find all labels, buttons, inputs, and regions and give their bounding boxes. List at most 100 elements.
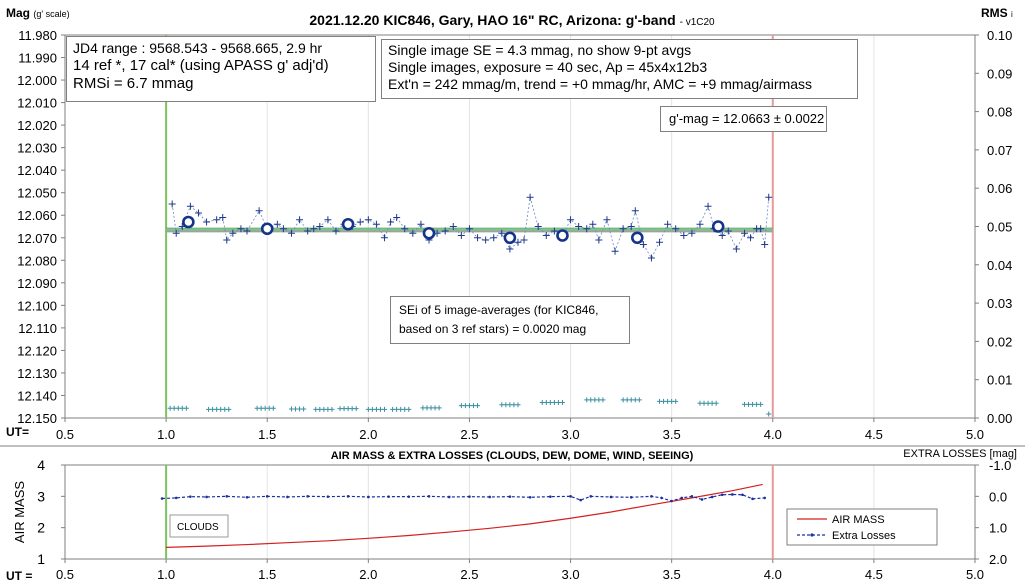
bottom-y2-tick-label: 1.0 bbox=[989, 521, 1007, 536]
top-y2-tick-label: 0.05 bbox=[987, 220, 1012, 235]
extra-losses-point bbox=[367, 495, 370, 499]
single-image-point bbox=[203, 218, 211, 226]
single-image-point bbox=[506, 245, 514, 253]
bottom-chart-title: AIR MASS & EXTRA LOSSES (CLOUDS, DEW, DO… bbox=[331, 450, 694, 462]
single-image-point bbox=[567, 216, 575, 224]
bottom-range-lines bbox=[165, 465, 774, 559]
single-image-point bbox=[441, 227, 449, 235]
single-image-point bbox=[732, 245, 740, 253]
top-y-tick-label: 12.090 bbox=[17, 276, 57, 291]
rms-point bbox=[515, 402, 521, 408]
bottom-x-tick-label: 3.0 bbox=[562, 567, 580, 582]
extra-losses-point bbox=[326, 495, 330, 498]
single-image-point bbox=[186, 202, 194, 210]
rms-point bbox=[600, 397, 606, 403]
single-image-point bbox=[401, 225, 409, 233]
top-y2-tick-label: 0.09 bbox=[987, 66, 1012, 81]
extra-losses-point bbox=[763, 496, 766, 500]
top-y-tick-label: 12.150 bbox=[17, 411, 57, 426]
bottom-x-axis-label: UT = bbox=[6, 569, 32, 583]
single-image-point bbox=[387, 218, 395, 226]
clouds-annotation-box bbox=[169, 514, 229, 538]
single-image-point bbox=[761, 241, 769, 249]
single-image-point bbox=[747, 234, 755, 242]
gmag-value: g'-mag = 12.0663 ± 0.0022 bbox=[669, 111, 825, 126]
single-image-point bbox=[409, 229, 417, 237]
extra-losses-point bbox=[680, 496, 684, 500]
extra-losses-point bbox=[407, 495, 411, 498]
top-y2-tick-label: 0.03 bbox=[987, 296, 1012, 311]
extra-losses-point bbox=[387, 495, 390, 498]
bottom-x-tick-label: 1.0 bbox=[157, 567, 175, 582]
bottom-right-y-ticks: -1.0 0.0 1.0 2.0 bbox=[975, 458, 1011, 567]
top-x-axis-label: UT= bbox=[6, 425, 29, 439]
single-image-line bbox=[171, 197, 770, 259]
info-box-exposure-line-1: Single image SE = 4.3 mmag, no show 9-pt… bbox=[388, 42, 692, 58]
single-image-point bbox=[765, 193, 773, 201]
top-y-tick-label: 12.010 bbox=[17, 96, 57, 111]
top-y2-axis-label: RMS i bbox=[981, 6, 1013, 20]
single-image-point bbox=[310, 225, 318, 233]
extra-losses-point bbox=[306, 495, 309, 498]
rms-point bbox=[758, 401, 764, 407]
top-y2-tick-label: 0.06 bbox=[987, 181, 1012, 196]
single-image-point bbox=[229, 229, 237, 237]
single-image-point bbox=[393, 213, 401, 221]
info-box-exposure-line-2: Single images, exposure = 40 sec, Ap = 4… bbox=[388, 58, 708, 75]
rms-point bbox=[301, 406, 307, 412]
single-image-point bbox=[514, 238, 522, 246]
average-point bbox=[341, 217, 355, 231]
top-rms-series bbox=[167, 397, 772, 417]
extra-losses-point bbox=[468, 495, 471, 498]
top-y-tick-label: 11.980 bbox=[18, 28, 57, 43]
single-image-point bbox=[449, 223, 457, 230]
average-point bbox=[422, 226, 436, 240]
single-image-point bbox=[255, 207, 263, 215]
extra-losses-point bbox=[589, 495, 593, 498]
single-image-point bbox=[603, 216, 611, 224]
top-x-ticks: 0.5 1.0 1.5 2.0 2.5 3.0 3.5 4.0 4.5 5.0 bbox=[56, 418, 984, 442]
extra-losses-point bbox=[286, 495, 289, 499]
average-point bbox=[503, 231, 517, 245]
top-x-tick-label: 1.5 bbox=[258, 427, 276, 442]
top-x-tick-label: 1.0 bbox=[157, 427, 175, 442]
top-y-tick-label: 12.100 bbox=[17, 298, 57, 313]
single-image-point bbox=[316, 223, 324, 230]
extra-losses-point bbox=[225, 495, 229, 498]
rms-point bbox=[673, 398, 679, 404]
single-image-point bbox=[696, 220, 704, 228]
extra-losses-point bbox=[579, 498, 582, 502]
extra-losses-line bbox=[162, 493, 765, 502]
bottom-x-ticks: 0.5 1.0 1.5 2.0 2.5 3.0 3.5 4.0 4.5 5.0 bbox=[56, 559, 984, 582]
single-image-point bbox=[498, 229, 506, 237]
top-y-tick-label: 12.030 bbox=[17, 141, 57, 156]
bottom-y2-tick-label: 0.0 bbox=[989, 489, 1007, 504]
top-y2-tick-label: 0.01 bbox=[987, 373, 1012, 388]
single-image-point bbox=[520, 236, 528, 244]
bottom-y-tick-label: 3 bbox=[37, 488, 45, 504]
single-image-point bbox=[583, 225, 591, 233]
extra-losses-point bbox=[710, 495, 714, 499]
single-image-point bbox=[688, 229, 696, 237]
single-image-point bbox=[526, 193, 534, 201]
average-point bbox=[711, 220, 725, 233]
top-chart-title: 2021.12.20 KIC846, Gary, HAO 16" RC, Ari… bbox=[309, 12, 715, 28]
extra-losses-point bbox=[189, 495, 192, 498]
sei-box: SEi of 5 image-averages (for KIC846, bas… bbox=[390, 296, 630, 344]
bottom-y2-tick-label: -1.0 bbox=[989, 458, 1011, 473]
rms-point bbox=[436, 405, 442, 411]
single-image-point bbox=[542, 232, 550, 240]
bottom-x-tick-label: 4.5 bbox=[865, 567, 883, 582]
rms-point bbox=[559, 400, 565, 406]
extra-losses-point bbox=[160, 497, 164, 500]
extra-losses-point bbox=[629, 495, 633, 499]
bottom-vertical-gridlines bbox=[165, 465, 875, 559]
bottom-x-tick-label: 0.5 bbox=[56, 567, 74, 582]
top-y2-tick-label: 0.00 bbox=[987, 411, 1012, 426]
top-x-tick-label: 0.5 bbox=[56, 427, 74, 442]
single-image-point bbox=[465, 225, 473, 233]
info-box-jd-line-1: JD4 range : 9568.543 - 9568.665, 2.9 hr bbox=[73, 40, 323, 56]
rms-point bbox=[226, 406, 232, 412]
clouds-annotation-text: CLOUDS bbox=[177, 522, 219, 533]
